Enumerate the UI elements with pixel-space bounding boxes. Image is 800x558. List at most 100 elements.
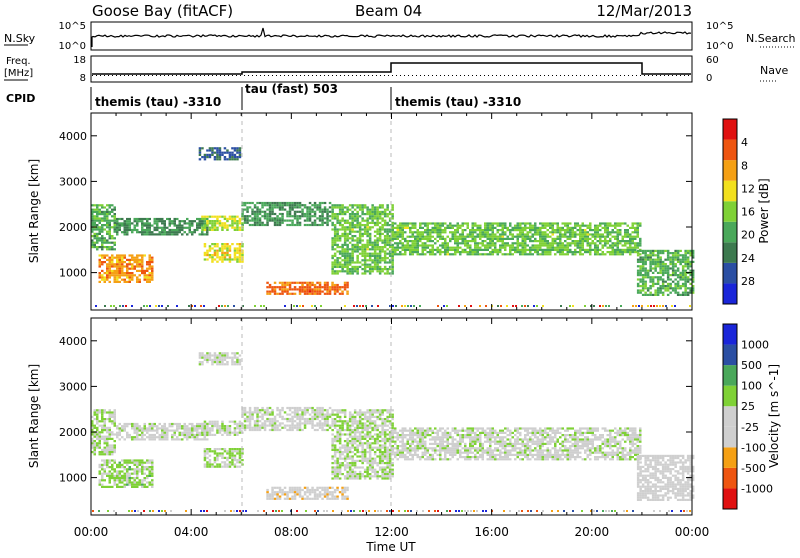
echo-cell <box>221 434 224 436</box>
echo-cell <box>196 229 199 231</box>
echo-cell <box>344 487 347 489</box>
echo-cell <box>447 227 450 229</box>
echo-cell <box>256 425 259 427</box>
echo-cell <box>331 409 334 411</box>
echo-cell <box>336 489 339 491</box>
echo-cell <box>424 225 427 227</box>
echo-cell <box>119 272 122 274</box>
echo-cell <box>642 261 645 263</box>
echo-cell <box>687 267 690 269</box>
echo-cell <box>219 425 222 427</box>
echo-cell <box>379 217 382 219</box>
echo-cell <box>344 253 347 255</box>
echo-cell <box>264 217 267 219</box>
echo-cell <box>206 463 209 465</box>
echo-cell <box>149 257 152 259</box>
echo-cell <box>204 233 207 235</box>
echo-cell <box>326 288 329 290</box>
echo-cell <box>226 250 229 252</box>
echo-cell <box>349 231 352 233</box>
echo-cell <box>614 225 617 227</box>
echo-cell <box>266 407 269 409</box>
echo-cell <box>634 231 637 233</box>
echo-cell <box>384 420 387 422</box>
echo-cell <box>336 425 339 427</box>
colorbar-swatch <box>723 119 737 140</box>
echo-cell <box>392 251 395 253</box>
echo-cell <box>597 247 600 249</box>
echo-cell <box>376 248 379 250</box>
echo-cell <box>619 249 622 251</box>
echo-cell <box>624 240 627 242</box>
echo-cell <box>469 251 472 253</box>
echo-cell <box>286 284 289 286</box>
echo-cell <box>386 420 389 422</box>
echo-cell <box>246 425 249 427</box>
echo-cell <box>226 427 229 429</box>
echo-cell <box>104 305 106 307</box>
echo-cell <box>366 253 369 255</box>
echo-cell <box>667 283 670 285</box>
echo-cell <box>515 305 517 307</box>
echo-cell <box>386 261 389 263</box>
echo-cell <box>527 236 530 238</box>
echo-cell <box>321 416 324 418</box>
echo-cell <box>454 247 457 249</box>
colorbar-swatch <box>723 201 737 222</box>
echo-cell <box>306 215 309 217</box>
echo-cell <box>286 211 289 213</box>
echo-cell <box>582 236 585 238</box>
echo-cell <box>111 261 114 263</box>
echo-cell <box>664 270 667 272</box>
echo-cell <box>632 231 635 233</box>
echo-cell <box>234 455 237 457</box>
echo-cell <box>539 249 542 251</box>
echo-cell <box>374 246 377 248</box>
echo-cell <box>554 231 557 233</box>
echo-cell <box>434 227 437 229</box>
echo-cell <box>341 213 344 215</box>
echo-cell <box>364 264 367 266</box>
echo-cell <box>371 414 374 416</box>
echo-cell <box>131 254 134 256</box>
echo-cell <box>381 259 384 261</box>
echo-cell <box>334 228 337 230</box>
echo-cell <box>239 222 242 224</box>
echo-cell <box>344 257 347 259</box>
echo-cell <box>649 267 652 269</box>
echo-cell <box>336 257 339 259</box>
echo-cell <box>339 246 342 248</box>
echo-cell <box>274 429 277 431</box>
echo-cell <box>99 220 102 222</box>
echo-cell <box>109 270 112 272</box>
echo-cell <box>339 228 342 230</box>
echo-cell <box>361 268 364 270</box>
echo-cell <box>346 237 349 239</box>
echo-cell <box>677 261 680 263</box>
echo-cell <box>219 216 222 218</box>
echo-cell <box>672 263 675 265</box>
echo-cell <box>484 236 487 238</box>
echo-cell <box>264 213 267 215</box>
echo-cell <box>96 442 99 444</box>
echo-cell <box>149 430 152 432</box>
echo-cell <box>146 274 149 276</box>
echo-cell <box>331 414 334 416</box>
echo-cell <box>374 211 377 213</box>
echo-cell <box>324 496 327 498</box>
nave-tick-high: 60 <box>706 55 719 66</box>
echo-cell <box>96 444 99 446</box>
echo-cell <box>662 252 665 254</box>
echo-cell <box>627 233 630 235</box>
echo-cell <box>524 253 527 255</box>
echo-cell <box>194 430 197 432</box>
echo-cell <box>236 352 239 354</box>
echo-cell <box>151 434 154 436</box>
echo-cell <box>594 253 597 255</box>
echo-cell <box>346 222 349 224</box>
echo-cell <box>124 261 127 263</box>
echo-cell <box>564 247 567 249</box>
echo-cell <box>639 222 642 224</box>
echo-cell <box>612 247 615 249</box>
echo-cell <box>214 254 217 256</box>
